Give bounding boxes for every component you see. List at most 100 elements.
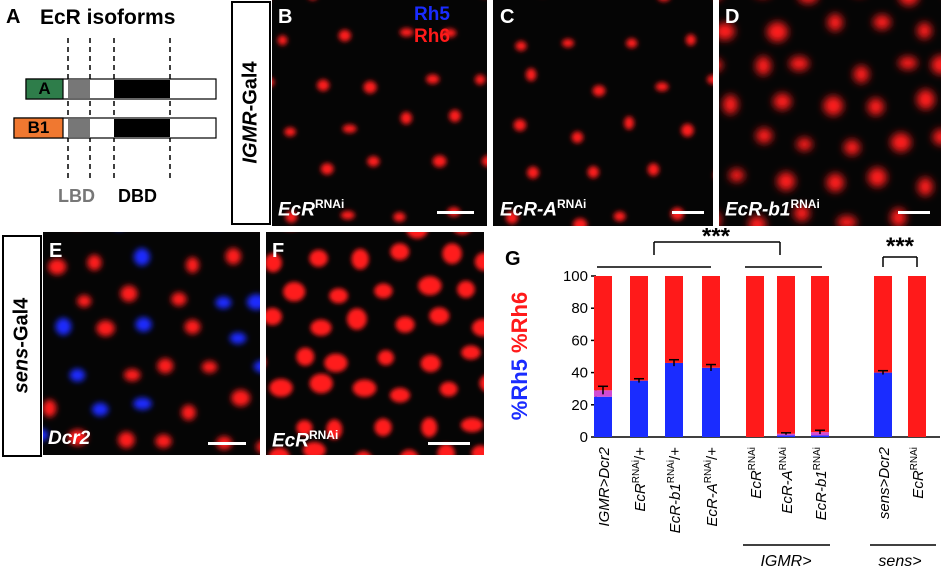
panel-g-letter: G	[505, 248, 521, 270]
x-tick-label: EcR-ARNAi	[778, 447, 796, 514]
micrograph-f	[266, 232, 484, 455]
scale-bar-c	[672, 211, 704, 214]
rh6-ommatidium	[285, 211, 298, 223]
lbd-label: LBD	[58, 186, 95, 206]
y-tick-label: 100	[563, 268, 588, 285]
x-tick-label: EcRRNAi/+	[631, 447, 649, 512]
rh6-ommatidium	[826, 173, 845, 192]
x-tick-label: IGMR>Dcr2	[596, 446, 613, 526]
rh6-ommatidium	[460, 417, 484, 433]
rh6-ommatidium	[626, 38, 638, 49]
rh6-ommatidium	[157, 358, 174, 374]
rh6-ommatidium	[479, 375, 484, 391]
rh6-ommatidium	[868, 167, 887, 187]
bar-segment-rh6	[746, 276, 764, 437]
micrograph-b	[272, 0, 487, 226]
rh5-ommatidium	[133, 248, 150, 266]
bar-segment-rh6	[908, 276, 926, 437]
group-igmr-label: IGMR>	[760, 553, 811, 570]
rh6-ommatidium	[87, 254, 102, 271]
panel-a-letter: A	[6, 6, 21, 28]
bar-segment-rh5	[630, 380, 648, 437]
rh6-ommatidium	[719, 0, 723, 1]
sens-driver-suffix: -Gal4	[10, 297, 33, 348]
significance-2: ***	[886, 233, 915, 260]
rh5-ommatidium	[135, 317, 152, 332]
genotype-d: EcR-b1RNAi	[725, 197, 820, 221]
rh6-ommatidium	[587, 166, 599, 179]
genotype-b: EcRRNAi	[278, 197, 345, 221]
rh6-ommatidium	[266, 253, 282, 273]
rh6-ommatidium	[823, 96, 844, 116]
rh6-ommatidium	[367, 156, 380, 167]
panel-e-letter: E	[49, 240, 63, 262]
rh6-ommatidium	[827, 14, 843, 31]
rh5-ommatidium	[133, 397, 152, 410]
rh6-ommatidium	[932, 129, 941, 145]
rh6-ommatidium	[773, 93, 792, 110]
rh6-ommatidium	[268, 447, 290, 455]
rh6-ommatidium	[481, 155, 487, 167]
genotype-f: EcRRNAi	[272, 428, 339, 452]
rh6-ommatidium	[302, 441, 326, 455]
rh6-ommatidium	[120, 285, 138, 302]
rh6-ommatidium	[231, 389, 251, 407]
rh6-ommatidium	[719, 214, 721, 226]
y-axis-label-rh6: %Rh6	[507, 292, 532, 353]
bar-segment-rh6	[874, 276, 892, 373]
rh6-ommatidium	[474, 252, 484, 271]
rh6-ommatidium	[296, 347, 315, 366]
rh6-ommatidium	[184, 319, 201, 335]
rh6-ommatidium	[389, 387, 411, 403]
rh6-ommatidium	[890, 133, 911, 152]
scale-bar-f	[428, 442, 470, 445]
rh6-ommatidium	[899, 0, 918, 6]
x-tick-label: sens>Dcr2	[876, 446, 893, 519]
isoform-a-label: A	[38, 79, 51, 98]
y-axis-label: %Rh5 %Rh6	[507, 292, 532, 420]
rh6-ommatidium	[455, 232, 470, 235]
panel-g-chart: 0 20 40 60 80 100 %Rh5 %Rh6 IGMR>Dcr2 EcRRNAi/+ E…	[507, 228, 940, 570]
rh6-ommatidium	[256, 441, 260, 453]
rh6-ommatidium	[853, 65, 869, 83]
rh6-ommatidium	[393, 212, 406, 222]
x-tick-label: EcR-b1RNAi	[812, 447, 830, 520]
dbd-label: DBD	[118, 186, 157, 206]
rh6-ommatidium	[374, 418, 392, 437]
igmr-driver-suffix: -Gal4	[239, 61, 262, 112]
rh6-ommatidium	[442, 243, 462, 264]
y-tick-label: 20	[571, 397, 588, 414]
rh6-ommatidium	[777, 172, 796, 191]
rh6-ommatidium	[722, 94, 738, 115]
y-tick-label: 60	[571, 332, 588, 349]
rh6-ommatidium	[873, 14, 891, 30]
rh6-ommatidium	[317, 79, 330, 92]
rh6-ommatidium	[338, 29, 351, 42]
rh6-ommatidium	[655, 82, 669, 92]
rh6-ommatidium	[326, 419, 343, 440]
rh6-ommatidium	[96, 320, 115, 337]
significance-1: ***	[702, 228, 731, 250]
bar-segment-rh6	[811, 276, 829, 433]
micrograph-d	[719, 0, 941, 226]
rh6-ommatidium	[277, 35, 288, 46]
rh6-ommatidium	[400, 449, 418, 455]
rh6-ommatidium	[118, 431, 135, 449]
y-axis-label-rh5: %Rh5	[507, 353, 532, 420]
rh6-ommatidium	[729, 168, 745, 182]
rh6-ommatidium	[562, 38, 574, 48]
rh6-ommatidium	[681, 123, 694, 137]
isoform-b1-label: B1	[27, 118, 50, 137]
sens-driver-prefix: sens	[10, 347, 33, 394]
igmr-driver-label: IGMR-Gal4	[240, 3, 263, 223]
rh6-ommatidium	[474, 74, 486, 85]
rh6-ommatidium	[155, 434, 172, 448]
rh6-ommatidium	[374, 283, 393, 299]
rh6-ommatidium	[356, 450, 371, 455]
rh6-ommatidium	[346, 308, 367, 330]
rh5-ommatidium	[229, 332, 247, 344]
rh6-ommatidium	[898, 56, 918, 70]
rh6-ommatidium	[513, 119, 527, 132]
rh6-ommatidium	[68, 429, 88, 446]
rh6-ommatidium	[421, 417, 438, 438]
